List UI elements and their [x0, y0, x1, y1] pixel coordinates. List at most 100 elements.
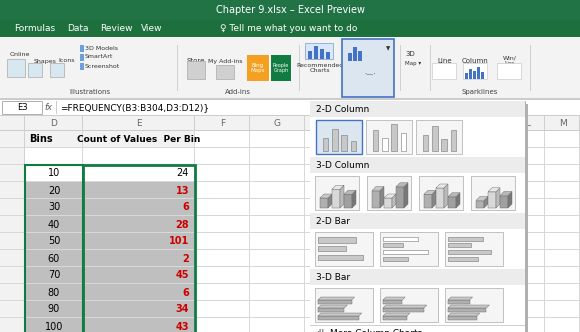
Bar	[0, 216, 24, 233]
Bar	[579, 216, 580, 233]
Text: Data: Data	[67, 24, 89, 33]
Bar	[24, 148, 25, 165]
Text: M: M	[559, 119, 567, 128]
Bar	[0, 116, 24, 130]
Bar	[0, 215, 580, 216]
Bar	[414, 165, 415, 182]
Bar	[342, 134, 347, 151]
Bar	[366, 120, 412, 154]
Bar	[194, 267, 195, 284]
Bar	[441, 139, 447, 151]
Bar	[0, 250, 24, 267]
Bar	[24, 216, 25, 233]
Bar	[310, 285, 525, 325]
Text: ▼: ▼	[386, 46, 390, 51]
Bar	[315, 288, 373, 322]
Bar	[310, 213, 525, 229]
Bar	[383, 237, 418, 241]
Bar	[315, 232, 373, 266]
Bar	[445, 288, 503, 322]
Bar	[414, 199, 415, 216]
Polygon shape	[484, 197, 488, 208]
Text: 3-D Bar: 3-D Bar	[316, 273, 350, 282]
Bar	[359, 301, 360, 318]
Bar	[509, 131, 510, 148]
Polygon shape	[383, 305, 427, 308]
Bar	[414, 284, 415, 301]
Bar	[470, 116, 509, 130]
Bar	[544, 318, 545, 332]
Bar	[579, 233, 580, 250]
Bar	[24, 284, 25, 301]
Text: Screenshot: Screenshot	[85, 63, 120, 68]
Polygon shape	[436, 184, 448, 188]
Bar	[24, 182, 25, 199]
Bar	[469, 284, 470, 301]
Bar	[544, 233, 545, 250]
Text: 13: 13	[176, 186, 189, 196]
Bar	[80, 45, 84, 52]
Bar	[177, 45, 178, 91]
Bar	[82, 318, 83, 332]
Bar	[579, 148, 580, 165]
Bar	[0, 249, 580, 250]
Bar	[469, 199, 470, 216]
Polygon shape	[508, 192, 512, 208]
Bar	[424, 194, 432, 208]
Bar	[313, 104, 528, 332]
Bar	[318, 308, 345, 312]
Bar	[0, 20, 580, 37]
Bar	[448, 243, 470, 247]
Bar	[24, 233, 25, 250]
Bar	[469, 131, 470, 148]
Polygon shape	[432, 190, 436, 208]
Bar	[383, 257, 408, 261]
Text: 28: 28	[175, 219, 189, 229]
Bar	[194, 199, 195, 216]
Polygon shape	[383, 313, 410, 316]
Bar	[414, 267, 415, 284]
Bar	[25, 267, 83, 284]
Bar	[509, 318, 510, 332]
Bar	[509, 165, 510, 182]
Bar	[448, 257, 478, 261]
Text: Add-ins: Add-ins	[225, 89, 251, 95]
Polygon shape	[392, 194, 396, 208]
Bar	[579, 318, 580, 332]
Bar	[414, 182, 415, 199]
Text: Online: Online	[10, 51, 30, 56]
Bar	[318, 237, 356, 243]
Bar	[216, 65, 234, 79]
Bar	[50, 63, 64, 77]
Bar	[24, 131, 25, 148]
Bar	[194, 216, 195, 233]
Polygon shape	[496, 188, 500, 208]
Bar	[24, 250, 25, 267]
Bar	[0, 147, 580, 148]
Bar	[310, 101, 525, 117]
Text: Win/
Los: Win/ Los	[503, 55, 517, 66]
Bar	[0, 148, 24, 165]
Bar	[509, 233, 510, 250]
Bar	[414, 233, 415, 250]
Bar	[194, 116, 195, 131]
Text: 24: 24	[177, 169, 189, 179]
Bar	[579, 250, 580, 267]
Text: View: View	[142, 24, 163, 33]
Bar	[82, 284, 83, 301]
Bar	[359, 233, 360, 250]
Bar	[500, 196, 508, 208]
Bar	[448, 316, 477, 320]
Bar	[0, 115, 580, 116]
Text: Recommended
Charts: Recommended Charts	[296, 63, 343, 73]
Bar	[0, 233, 24, 250]
Bar	[249, 284, 250, 301]
Bar	[384, 198, 392, 208]
Text: People
Graph: People Graph	[273, 63, 289, 73]
Bar	[469, 69, 472, 79]
Bar	[436, 188, 444, 208]
Bar	[509, 199, 510, 216]
Bar	[544, 116, 545, 131]
Bar	[509, 284, 510, 301]
Bar	[383, 316, 407, 320]
